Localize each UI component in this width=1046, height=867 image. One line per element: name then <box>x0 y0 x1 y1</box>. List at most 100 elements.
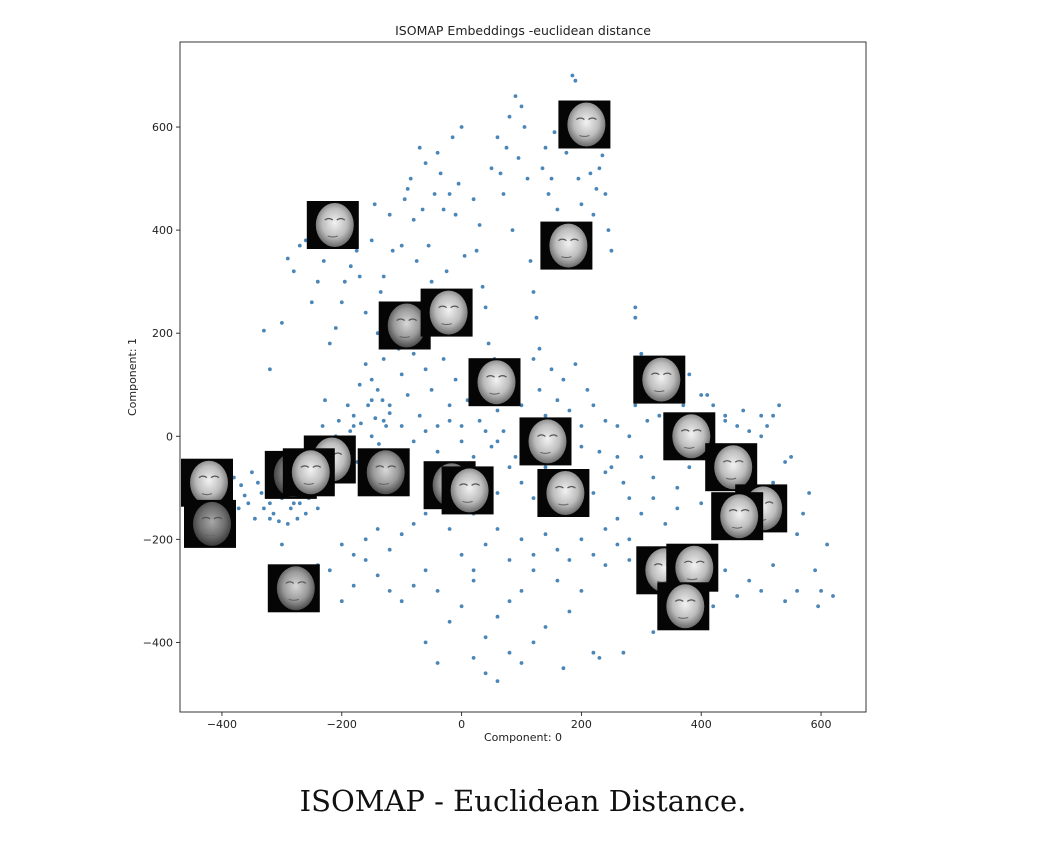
y-tick-label: 200 <box>152 327 173 340</box>
data-point <box>411 583 416 588</box>
data-point <box>447 403 452 408</box>
data-point <box>351 413 356 418</box>
data-point <box>339 300 344 305</box>
data-point <box>681 403 686 408</box>
data-point <box>510 228 515 233</box>
face-thumbnail <box>441 466 494 515</box>
data-point <box>537 346 542 351</box>
data-point <box>363 537 368 542</box>
data-point <box>253 516 257 521</box>
data-point <box>444 269 449 274</box>
data-point <box>369 377 374 382</box>
data-point <box>504 145 509 150</box>
data-point <box>459 125 464 129</box>
data-point <box>546 192 551 196</box>
y-tick-label: −400 <box>143 636 173 649</box>
data-point <box>471 568 476 573</box>
data-point <box>501 429 506 433</box>
data-point <box>268 501 272 506</box>
data-point <box>411 439 416 444</box>
data-point <box>591 491 596 495</box>
data-point <box>627 558 632 562</box>
data-point <box>411 217 416 222</box>
y-tick-label: −200 <box>143 533 173 546</box>
data-point <box>375 388 380 392</box>
data-point <box>380 398 385 403</box>
data-point <box>795 589 799 593</box>
data-point <box>519 480 524 485</box>
data-point <box>377 442 381 446</box>
data-point <box>525 176 530 181</box>
data-point <box>615 455 620 459</box>
data-point <box>351 424 356 428</box>
data-point <box>402 197 407 202</box>
data-point <box>597 449 602 454</box>
data-point <box>507 599 512 604</box>
x-tick-label: 600 <box>811 718 832 731</box>
data-point <box>363 310 368 315</box>
data-point <box>651 630 656 634</box>
data-point <box>471 455 476 459</box>
data-point <box>615 542 620 547</box>
data-point <box>663 522 668 526</box>
data-point <box>519 104 524 109</box>
data-point <box>495 408 500 413</box>
data-point <box>555 547 560 552</box>
data-point <box>291 269 296 274</box>
data-point <box>555 578 560 583</box>
data-point <box>531 290 536 294</box>
data-point <box>387 403 392 408</box>
data-point <box>543 145 548 150</box>
data-point <box>271 511 276 516</box>
data-point <box>771 413 775 418</box>
data-point <box>633 305 638 310</box>
data-point <box>573 78 578 83</box>
data-point <box>399 243 404 248</box>
data-point <box>579 444 584 449</box>
data-point <box>561 377 566 382</box>
data-point <box>309 300 314 305</box>
data-point <box>561 666 566 671</box>
data-point <box>825 542 829 547</box>
x-tick-label: 400 <box>691 718 712 731</box>
data-point <box>591 212 596 217</box>
data-point <box>627 434 632 439</box>
data-point <box>573 362 578 366</box>
face-thumbnail <box>267 564 320 613</box>
data-point <box>327 568 332 573</box>
face-thumbnail <box>306 201 359 249</box>
data-point <box>759 434 764 439</box>
data-point <box>429 279 434 284</box>
data-point <box>459 424 464 428</box>
data-point <box>435 424 440 428</box>
data-point <box>783 460 787 464</box>
data-point <box>591 403 596 408</box>
data-point <box>375 527 380 531</box>
data-point <box>417 413 422 418</box>
data-point <box>450 135 455 140</box>
data-point <box>741 408 746 413</box>
data-point <box>555 398 560 403</box>
data-point <box>531 568 536 573</box>
data-point <box>375 331 380 336</box>
chart-title: ISOMAP Embeddings -euclidean distance <box>395 23 651 38</box>
face-thumbnail <box>537 469 590 517</box>
data-point <box>333 326 338 330</box>
data-point <box>735 424 740 428</box>
data-point <box>645 418 650 423</box>
data-point <box>759 589 764 593</box>
data-point <box>414 259 419 263</box>
data-point <box>441 207 446 212</box>
data-point <box>591 650 596 655</box>
data-point <box>603 563 608 567</box>
data-point <box>471 578 476 583</box>
data-point <box>277 519 281 524</box>
data-point <box>363 362 368 366</box>
data-point <box>579 589 584 593</box>
data-point <box>579 202 584 207</box>
data-point <box>588 171 593 176</box>
data-point <box>291 501 296 506</box>
data-point <box>480 284 485 289</box>
data-point <box>564 150 569 155</box>
y-tick-label: 600 <box>152 121 173 134</box>
